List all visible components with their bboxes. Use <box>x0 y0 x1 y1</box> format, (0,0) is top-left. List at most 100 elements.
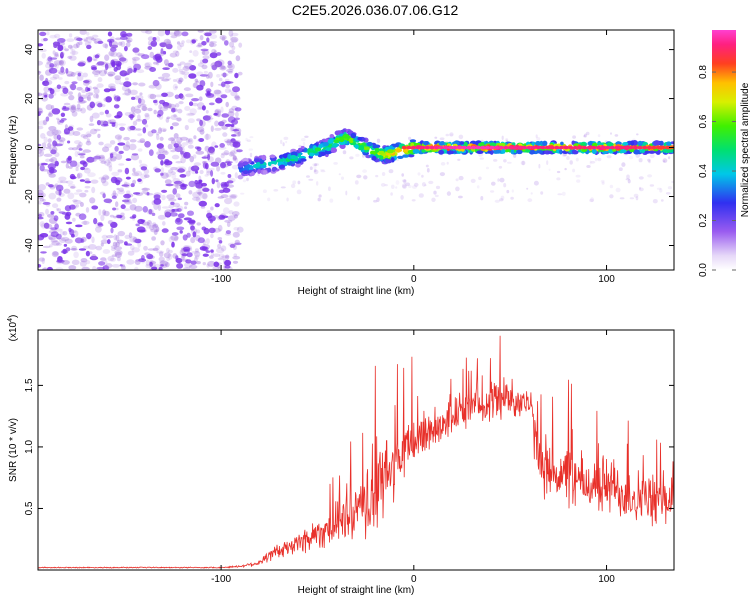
noise-point <box>85 131 92 138</box>
noise-point <box>95 226 102 233</box>
noise-point <box>152 247 159 252</box>
faint-point <box>292 180 297 185</box>
track-core-point <box>582 145 588 150</box>
noise-point <box>93 155 101 160</box>
noise-point <box>154 245 160 251</box>
faint-point <box>342 150 347 155</box>
noise-point <box>76 86 83 91</box>
noise-point <box>204 32 212 37</box>
track-point <box>516 149 523 155</box>
noise-point <box>230 36 239 43</box>
noise-point <box>48 67 58 74</box>
noise-point <box>119 53 124 60</box>
track-core-point <box>420 145 426 150</box>
noise-point <box>180 146 185 153</box>
noise-point <box>38 213 42 218</box>
noise-point <box>45 158 51 162</box>
noise-point <box>188 59 194 63</box>
noise-point <box>120 212 125 217</box>
noise-point <box>194 250 201 258</box>
track-core-point <box>656 145 662 150</box>
noise-point <box>173 133 179 139</box>
noise-point <box>232 38 238 43</box>
noise-point <box>68 33 73 38</box>
noise-point <box>51 105 55 110</box>
snr-series-line <box>38 335 674 569</box>
noise-point <box>75 204 79 208</box>
noise-point <box>232 86 240 93</box>
noise-point <box>56 84 62 90</box>
noise-point <box>211 177 215 185</box>
noise-point <box>137 69 145 74</box>
noise-point <box>105 113 112 118</box>
track-point <box>257 169 262 174</box>
faint-point <box>421 174 424 178</box>
noise-point <box>167 249 173 254</box>
noise-point <box>163 104 172 109</box>
faint-point <box>302 141 306 147</box>
noise-point <box>158 127 162 134</box>
noise-point <box>96 61 105 66</box>
noise-point <box>176 41 181 45</box>
noise-point <box>172 67 179 73</box>
faint-point <box>333 162 338 165</box>
noise-point <box>105 96 112 103</box>
noise-point <box>87 39 92 44</box>
faint-point <box>600 179 605 183</box>
noise-point <box>207 215 216 222</box>
noise-point <box>98 141 104 146</box>
noise-point <box>218 240 223 244</box>
faint-point <box>297 180 301 185</box>
noise-point <box>171 147 179 150</box>
noise-point <box>134 259 141 265</box>
faint-point <box>355 153 360 157</box>
noise-point <box>114 78 121 85</box>
y-tick-label: 0 <box>24 144 35 150</box>
noise-point <box>89 115 94 123</box>
track-point <box>587 141 593 146</box>
faint-point <box>629 197 635 200</box>
noise-point <box>85 92 94 97</box>
track-point <box>283 153 288 159</box>
noise-point <box>215 157 222 164</box>
noise-point <box>228 49 235 55</box>
noise-point <box>134 205 143 212</box>
noise-point <box>234 107 242 112</box>
noise-point <box>207 156 214 163</box>
track-point <box>438 149 445 155</box>
noise-point <box>154 94 164 98</box>
noise-point <box>95 93 99 99</box>
noise-point <box>153 230 158 235</box>
noise-point <box>166 247 170 253</box>
noise-point <box>156 250 165 254</box>
faint-point <box>668 156 671 160</box>
noise-point <box>65 247 71 252</box>
noise-point <box>155 83 162 90</box>
y-tick-label: -20 <box>24 189 35 204</box>
track-core-point <box>517 145 523 150</box>
faint-point <box>384 184 388 187</box>
noise-point <box>49 57 58 60</box>
noise-point <box>84 180 92 184</box>
noise-point <box>220 183 228 189</box>
noise-point <box>82 135 89 140</box>
faint-point <box>585 131 590 136</box>
noise-point <box>184 201 189 206</box>
noise-point <box>213 261 220 268</box>
noise-point <box>119 126 125 131</box>
noise-point <box>110 47 117 52</box>
noise-point <box>181 71 190 76</box>
noise-point <box>190 237 196 244</box>
noise-point <box>155 131 160 136</box>
noise-point <box>199 35 204 41</box>
noise-point <box>216 181 221 189</box>
noise-point <box>57 69 61 74</box>
noise-point <box>134 238 142 244</box>
noise-point <box>139 98 146 105</box>
noise-point <box>194 254 200 260</box>
noise-point <box>195 80 199 84</box>
noise-point <box>159 251 164 257</box>
noise-point <box>177 143 182 148</box>
faint-point <box>626 174 630 179</box>
